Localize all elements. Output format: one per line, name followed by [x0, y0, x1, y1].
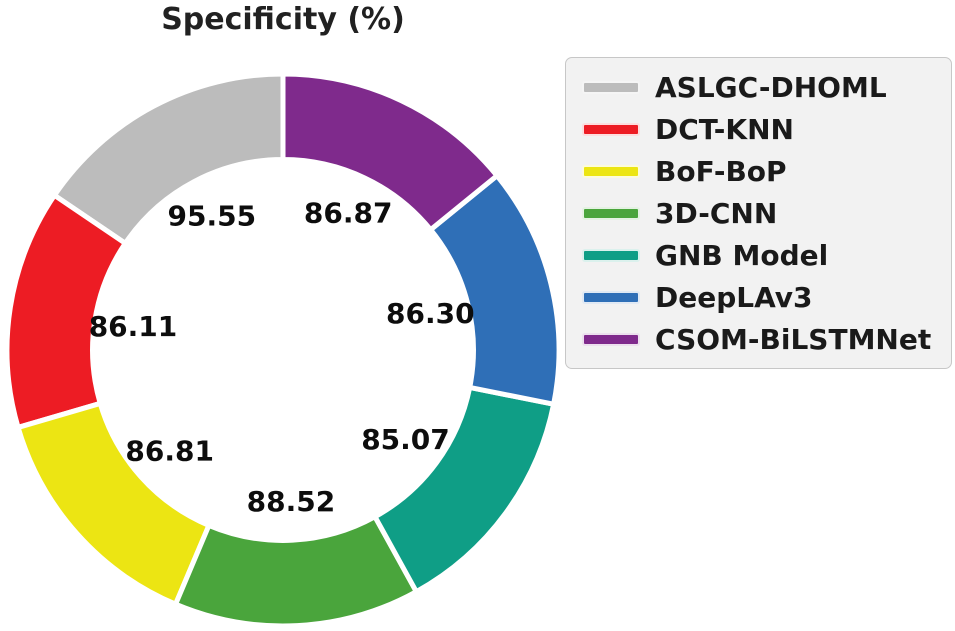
legend-label-bof-bop: BoF-BoP [655, 154, 787, 188]
legend-swatch-deeplav3 [582, 290, 640, 304]
legend-swatch-dct-knn [582, 122, 640, 136]
slice-value-label-bof-bop: 86.81 [125, 435, 214, 468]
legend-label-csom-bilstmnet: CSOM-BiLSTMNet [655, 322, 932, 356]
slice-value-label-dct-knn: 86.11 [89, 310, 178, 343]
donut-segment-csom-bilstmnet [280, 71, 500, 233]
legend-swatch-3d-cnn [582, 206, 640, 220]
legend-label-gnb-model: GNB Model [655, 238, 829, 272]
slice-value-label-aslgc-dhoml: 95.55 [168, 199, 257, 232]
legend-label-deeplav3: DeepLAv3 [655, 280, 813, 314]
donut-chart: 95.55 86.11 86.81 88.52 85.07 86.30 86.87 [7, 71, 559, 629]
chart-title: Specificity (%) [161, 2, 405, 37]
legend-item-aslgc-dhoml: ASLGC-DHOML [582, 67, 941, 108]
legend-swatch-aslgc-dhoml [582, 80, 640, 94]
donut-segment-3d-cnn [173, 514, 419, 629]
legend-swatch-csom-bilstmnet [582, 332, 640, 346]
legend-label-dct-knn: DCT-KNN [655, 112, 794, 146]
legend-label-aslgc-dhoml: ASLGC-DHOML [655, 70, 887, 104]
slice-value-label-gnb-model: 85.07 [361, 423, 450, 456]
legend-item-gnb-model: GNB Model [582, 235, 941, 276]
legend-item-csom-bilstmnet: CSOM-BiLSTMNet [582, 319, 941, 360]
donut-segment-gnb-model [372, 384, 557, 595]
legend-item-3d-cnn: 3D-CNN [582, 193, 941, 234]
legend-label-3d-cnn: 3D-CNN [655, 196, 778, 230]
legend-item-dct-knn: DCT-KNN [582, 109, 941, 150]
slice-value-label-3d-cnn: 88.52 [247, 485, 336, 518]
legend-item-bof-bop: BoF-BoP [582, 151, 941, 192]
legend-swatch-bof-bop [582, 164, 640, 178]
legend-swatch-gnb-model [582, 248, 640, 262]
legend-item-deeplav3: DeepLAv3 [582, 277, 941, 318]
legend-box: ASLGC-DHOML DCT-KNN BoF-BoP 3D-CNN GNB Model… [565, 57, 952, 369]
slice-value-label-csom-bilstmnet: 86.87 [304, 196, 393, 229]
slice-value-label-deeplav3: 86.30 [386, 297, 475, 330]
